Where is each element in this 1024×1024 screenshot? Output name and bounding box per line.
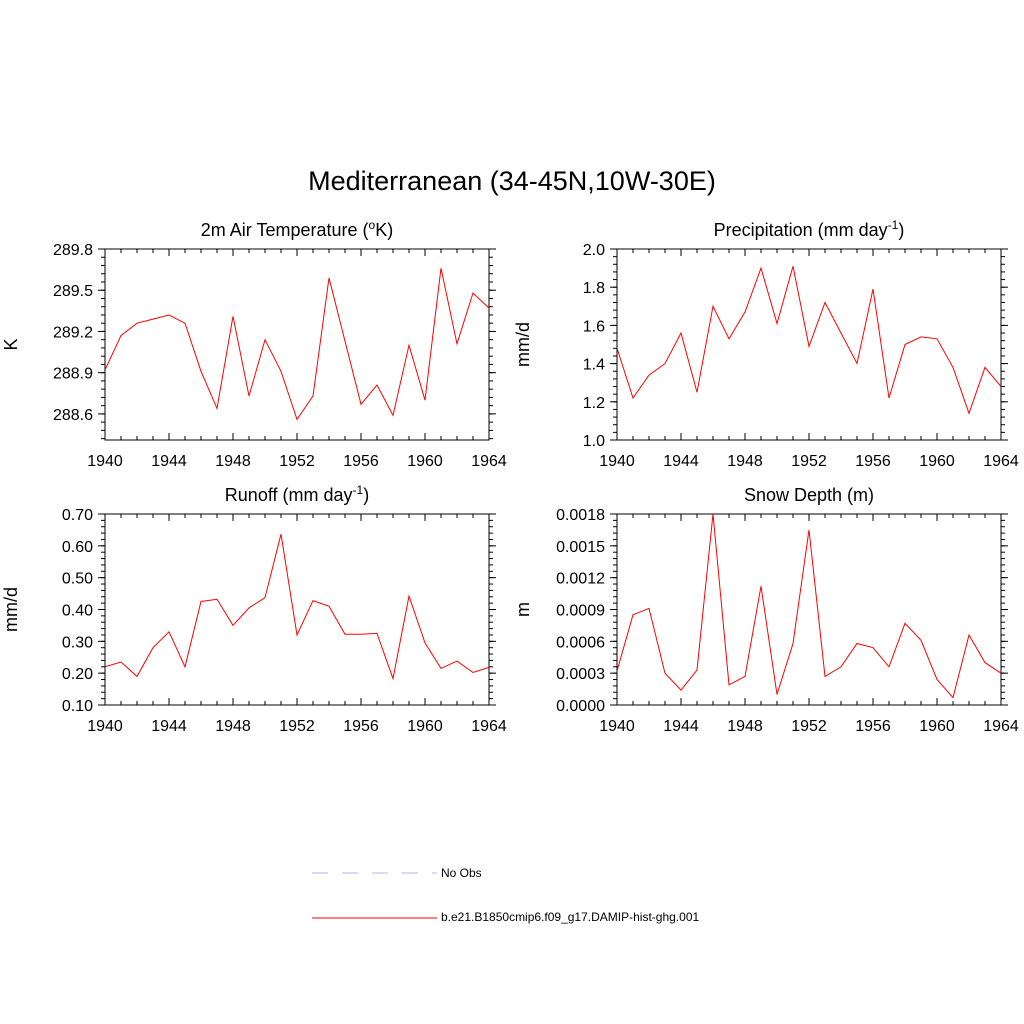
x-tick-label: 1964	[471, 718, 507, 735]
y-tick-label: 0.10	[62, 698, 93, 715]
panel-1: 2m Air Temperature (oK) 1940 1944 1948 1952 1…	[1, 218, 507, 470]
legend-label-model: b.e21.B1850cmip6.f09_g17.DAMIP-hist-ghg.…	[441, 910, 700, 924]
x-tick-label: 1964	[983, 718, 1019, 735]
x-tick-label: 1948	[727, 453, 763, 470]
x-tick-label: 1960	[919, 718, 955, 735]
x-tick-label: 1956	[343, 453, 379, 470]
series-line	[105, 268, 489, 421]
y-tick-label: 0.0000	[556, 698, 605, 715]
x-tick-label: 1952	[791, 718, 827, 735]
x-tick-label: 1956	[855, 453, 891, 470]
series-line	[617, 514, 1001, 699]
y-tick-label: 1.6	[583, 318, 605, 335]
panel-title: Precipitation (mm day-1)	[714, 218, 905, 240]
x-tick-label: 1960	[919, 453, 955, 470]
x-tick-label: 1940	[87, 453, 123, 470]
panel-title: 2m Air Temperature (oK)	[201, 218, 393, 240]
y-axis-label: mm/d	[513, 322, 533, 367]
x-tick-label: 1948	[215, 453, 251, 470]
y-tick-label: 1.4	[583, 357, 605, 374]
panel-title: Runoff (mm day-1)	[225, 483, 369, 505]
y-tick-label: 0.30	[62, 634, 93, 651]
y-tick-label: 1.0	[583, 433, 605, 450]
y-tick-label: 0.0003	[556, 666, 605, 683]
x-tick-label: 1952	[791, 453, 827, 470]
y-tick-label: 0.0012	[556, 571, 605, 588]
y-tick-label: 0.50	[62, 571, 93, 588]
plot-frame	[104, 513, 490, 706]
x-tick-label: 1944	[151, 453, 187, 470]
y-axis-label: K	[1, 338, 21, 350]
y-tick-label: 0.40	[62, 603, 93, 620]
y-tick-label: 0.0015	[556, 539, 605, 556]
y-axis-label: mm/d	[1, 587, 21, 632]
y-tick-label: 0.60	[62, 539, 93, 556]
y-axis-label: m	[513, 602, 533, 617]
panel-title: Snow Depth (m)	[744, 485, 874, 505]
y-tick-label: 1.8	[583, 280, 605, 297]
y-tick-label: 289.8	[53, 242, 93, 259]
plot-frame	[616, 513, 1002, 706]
x-tick-label: 1944	[151, 718, 187, 735]
panel-4: Snow Depth (m) 1940 1944 1948 1952 1956 1960 19…	[513, 485, 1019, 735]
legend-label-no-obs: No Obs	[441, 866, 482, 880]
x-tick-label: 1964	[983, 453, 1019, 470]
y-tick-label: 1.2	[583, 395, 605, 412]
y-tick-label: 0.20	[62, 666, 93, 683]
x-tick-label: 1964	[471, 453, 507, 470]
figure-title: Mediterranean (34-45N,10W-30E)	[308, 166, 716, 196]
y-tick-label: 0.0018	[556, 507, 605, 524]
x-tick-label: 1944	[663, 453, 699, 470]
y-tick-label: 0.0006	[556, 634, 605, 651]
x-tick-label: 1944	[663, 718, 699, 735]
x-tick-label: 1948	[215, 718, 251, 735]
y-tick-label: 289.5	[53, 283, 93, 300]
x-tick-label: 1952	[279, 718, 315, 735]
panel-2: Precipitation (mm day-1) 1940 1944 1948 1952…	[513, 218, 1019, 470]
y-tick-label: 288.9	[53, 366, 93, 383]
x-tick-label: 1940	[87, 718, 123, 735]
x-tick-label: 1960	[407, 453, 443, 470]
x-tick-label: 1960	[407, 718, 443, 735]
x-tick-label: 1948	[727, 718, 763, 735]
y-tick-label: 2.0	[583, 242, 605, 259]
y-tick-label: 289.2	[53, 324, 93, 341]
series-line	[617, 266, 1001, 415]
x-tick-label: 1952	[279, 453, 315, 470]
panel-3: Runoff (mm day-1) 1940 1944 1948 1952 1956 196…	[1, 483, 507, 735]
y-tick-label: 0.70	[62, 507, 93, 524]
x-tick-label: 1956	[343, 718, 379, 735]
x-tick-label: 1956	[855, 718, 891, 735]
x-tick-label: 1940	[599, 453, 635, 470]
y-tick-label: 0.0009	[556, 603, 605, 620]
series-line	[105, 533, 489, 681]
x-tick-label: 1940	[599, 718, 635, 735]
y-tick-label: 288.6	[53, 407, 93, 424]
